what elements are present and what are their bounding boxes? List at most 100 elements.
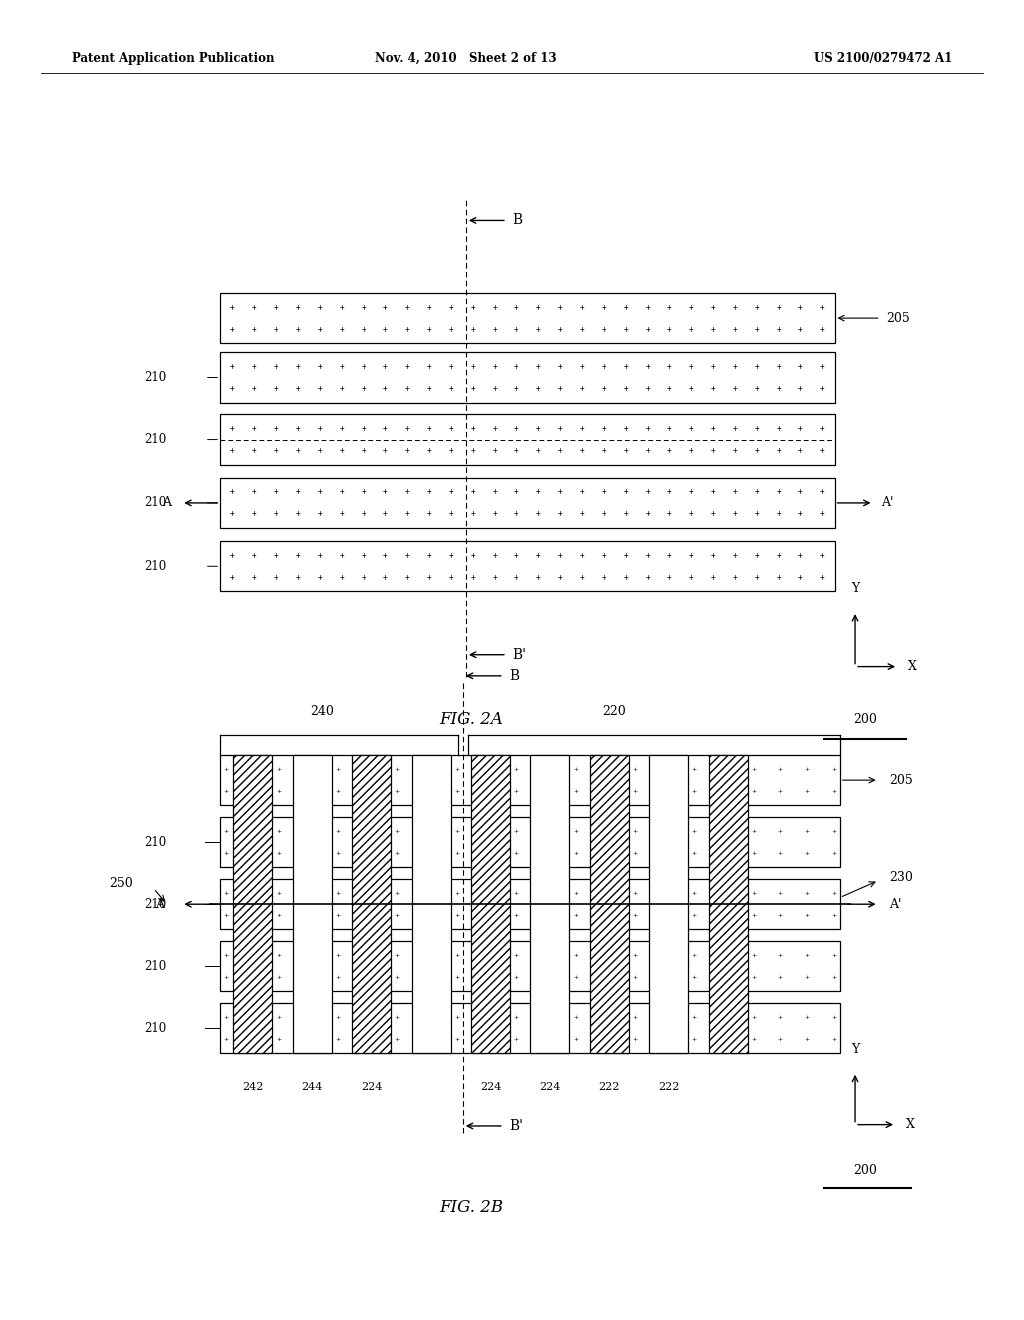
Text: +: +: [820, 510, 824, 519]
Text: +: +: [470, 424, 475, 433]
Text: +: +: [751, 912, 757, 917]
Text: +: +: [470, 446, 475, 455]
Text: +: +: [691, 829, 697, 834]
Bar: [220, 755, 840, 805]
Text: +: +: [394, 953, 400, 958]
Text: +: +: [755, 362, 759, 371]
Text: +: +: [645, 325, 650, 334]
Text: +: +: [230, 362, 234, 371]
Text: +: +: [449, 550, 454, 560]
Text: +: +: [580, 487, 585, 496]
Text: 205: 205: [886, 312, 909, 325]
Text: +: +: [514, 573, 519, 582]
Text: +: +: [514, 487, 519, 496]
Text: +: +: [335, 788, 341, 793]
Text: +: +: [667, 446, 672, 455]
Text: 210: 210: [144, 560, 167, 573]
Text: 210: 210: [144, 836, 167, 849]
Text: +: +: [404, 384, 410, 393]
Text: +: +: [667, 302, 672, 312]
Text: +: +: [427, 362, 431, 371]
Text: +: +: [513, 912, 519, 917]
Text: +: +: [404, 573, 410, 582]
Text: +: +: [404, 550, 410, 560]
Text: +: +: [454, 1015, 460, 1020]
Text: +: +: [572, 1036, 579, 1041]
Bar: [412, 755, 451, 1053]
Text: Y: Y: [851, 1043, 859, 1056]
Text: +: +: [427, 487, 431, 496]
Text: +: +: [223, 767, 229, 772]
Text: +: +: [273, 573, 279, 582]
Text: +: +: [777, 974, 783, 979]
Text: +: +: [777, 1015, 783, 1020]
Text: +: +: [711, 573, 716, 582]
Text: +: +: [296, 302, 300, 312]
Text: +: +: [339, 550, 344, 560]
Text: +: +: [755, 487, 759, 496]
Text: +: +: [798, 384, 803, 393]
Text: +: +: [804, 953, 810, 958]
Text: +: +: [732, 550, 737, 560]
Text: +: +: [572, 767, 579, 772]
Text: +: +: [513, 891, 519, 896]
Text: +: +: [273, 302, 279, 312]
Text: +: +: [689, 487, 693, 496]
Text: +: +: [383, 487, 388, 496]
Text: +: +: [493, 446, 497, 455]
Text: +: +: [689, 550, 693, 560]
Text: +: +: [572, 912, 579, 917]
Text: +: +: [252, 302, 257, 312]
Text: +: +: [449, 302, 454, 312]
Text: +: +: [252, 550, 257, 560]
Text: +: +: [470, 302, 475, 312]
Text: +: +: [645, 424, 650, 433]
Text: +: +: [394, 788, 400, 793]
Text: +: +: [252, 573, 257, 582]
Text: +: +: [513, 767, 519, 772]
Text: +: +: [798, 510, 803, 519]
Text: 210: 210: [144, 898, 167, 911]
Text: 200: 200: [853, 713, 878, 726]
Text: +: +: [751, 953, 757, 958]
Text: +: +: [449, 384, 454, 393]
Text: +: +: [536, 550, 541, 560]
Text: +: +: [711, 302, 716, 312]
Text: +: +: [755, 384, 759, 393]
Text: +: +: [804, 1015, 810, 1020]
Text: +: +: [601, 550, 606, 560]
Text: +: +: [361, 325, 366, 334]
Text: +: +: [776, 487, 781, 496]
Text: +: +: [223, 1036, 229, 1041]
Text: +: +: [427, 424, 431, 433]
Text: +: +: [335, 974, 341, 979]
Text: +: +: [470, 510, 475, 519]
Text: +: +: [755, 424, 759, 433]
Text: +: +: [339, 325, 344, 334]
Text: +: +: [645, 446, 650, 455]
Text: +: +: [776, 325, 781, 334]
Text: +: +: [335, 912, 341, 917]
Text: B: B: [509, 669, 519, 682]
Text: +: +: [732, 384, 737, 393]
Text: +: +: [798, 362, 803, 371]
Text: +: +: [339, 302, 344, 312]
Text: +: +: [275, 912, 282, 917]
Text: +: +: [601, 362, 606, 371]
Bar: [293, 755, 332, 1053]
Text: +: +: [454, 850, 460, 855]
Text: +: +: [645, 573, 650, 582]
Text: +: +: [383, 550, 388, 560]
Text: +: +: [230, 384, 234, 393]
Text: +: +: [493, 573, 497, 582]
Bar: [649, 755, 688, 1053]
Text: +: +: [223, 912, 229, 917]
Text: 224: 224: [540, 1082, 560, 1093]
Text: +: +: [317, 446, 323, 455]
Text: +: +: [335, 1036, 341, 1041]
Text: +: +: [536, 384, 541, 393]
Text: 222: 222: [599, 1082, 620, 1093]
Text: +: +: [493, 325, 497, 334]
Text: +: +: [830, 891, 837, 896]
Text: +: +: [691, 912, 697, 917]
